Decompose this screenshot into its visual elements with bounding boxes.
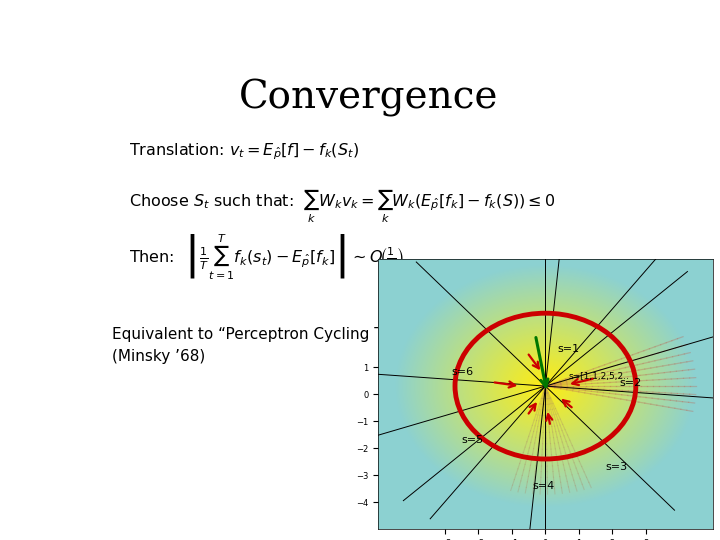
Text: s=5: s=5 [462, 435, 484, 445]
Text: Choose $S_t$ such that:  $\sum_k W_k v_k = \sum_k W_k\left(E_{\hat{p}}[f_k] - f_: Choose $S_t$ such that: $\sum_k W_k v_k … [129, 187, 555, 225]
Text: Convergence: Convergence [239, 79, 499, 117]
Text: s=1: s=1 [557, 345, 580, 354]
Text: s=3: s=3 [606, 462, 628, 472]
Text: s=4: s=4 [532, 481, 554, 491]
Text: s=6: s=6 [451, 367, 474, 377]
Text: Then:  $\left|\frac{1}{T}\sum_{t=1}^{T} f_k(s_t) - E_{\hat{p}}[f_k]\right|\sim O: Then: $\left|\frac{1}{T}\sum_{t=1}^{T} f… [129, 233, 404, 282]
Text: s=2: s=2 [619, 378, 642, 388]
Text: Translation: $v_t = E_{\hat{p}}[f] - f_k(S_t)$: Translation: $v_t = E_{\hat{p}}[f] - f_k… [129, 141, 359, 163]
Text: s=[1,1,2,5,2..: s=[1,1,2,5,2.. [569, 373, 630, 381]
Text: Equivalent to “Perceptron Cycling Theorem”
(Minsky ’68): Equivalent to “Perceptron Cycling Theore… [112, 327, 451, 364]
